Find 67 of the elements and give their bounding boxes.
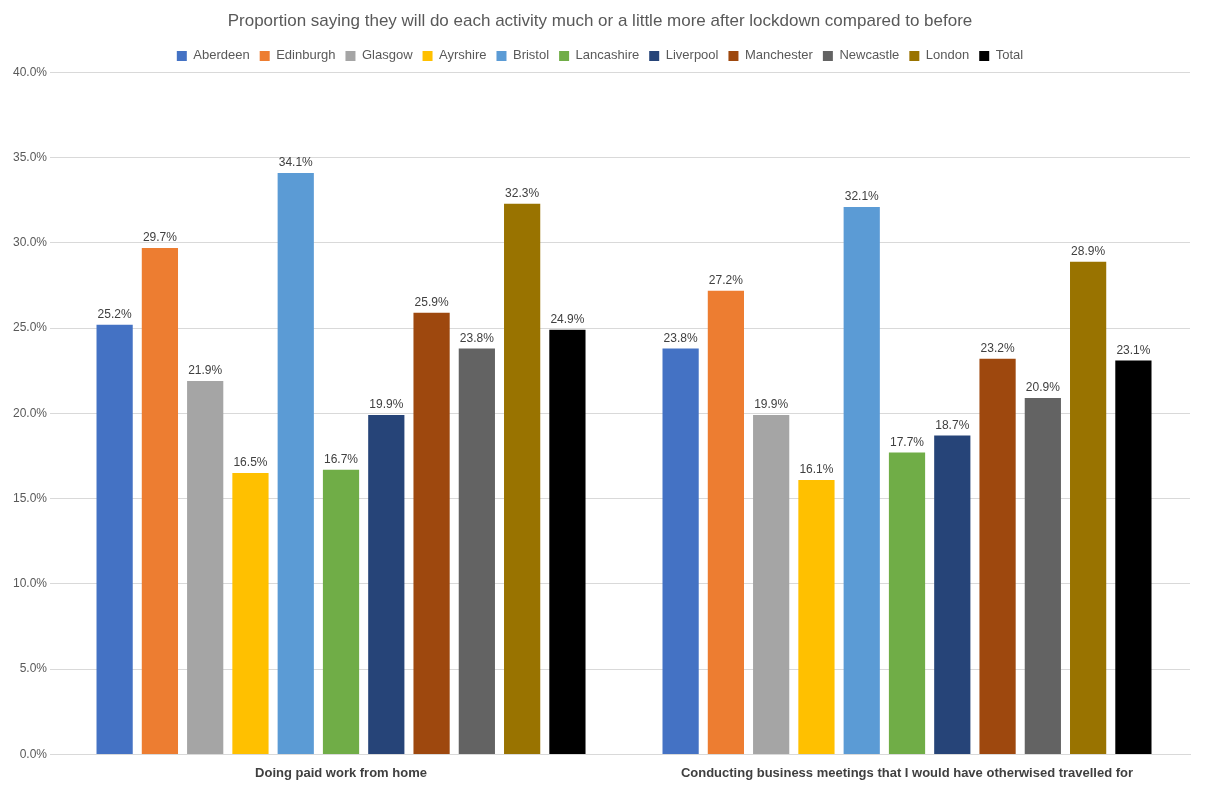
data-label: 21.9% bbox=[188, 363, 223, 378]
data-label: 34.1% bbox=[278, 155, 314, 170]
x-tick-label: Conducting business meetings that I would have otherwised travelled for bbox=[680, 764, 1134, 780]
bar bbox=[843, 207, 880, 754]
legend-label: Manchester bbox=[744, 47, 814, 63]
y-tick-label: 15.0% bbox=[12, 490, 48, 505]
data-label: 29.7% bbox=[142, 230, 178, 245]
bar bbox=[504, 203, 541, 754]
data-label: 16.7% bbox=[324, 451, 359, 466]
legend-label: Edinburgh bbox=[276, 47, 336, 63]
y-tick-label: 5.0% bbox=[19, 661, 48, 676]
y-tick-label: 35.0% bbox=[12, 149, 48, 164]
data-label: 23.2% bbox=[980, 341, 1015, 356]
bar bbox=[798, 479, 835, 754]
data-label: 28.9% bbox=[1071, 243, 1106, 258]
chart-title: Proportion saying they will do each activity much or a little more after lockdown compared to before bbox=[227, 10, 973, 30]
bar bbox=[413, 312, 450, 754]
bar bbox=[707, 290, 744, 754]
y-tick-label: 20.0% bbox=[12, 405, 48, 420]
data-label: 16.5% bbox=[233, 455, 268, 470]
data-label: 27.2% bbox=[708, 272, 744, 287]
bar bbox=[232, 473, 269, 754]
legend-label: Newcastle bbox=[839, 47, 900, 63]
bar bbox=[934, 435, 971, 754]
legend-label: Aberdeen bbox=[193, 47, 250, 63]
bar bbox=[277, 173, 314, 754]
data-label: 23.8% bbox=[663, 330, 698, 345]
legend-label: Lancashire bbox=[575, 47, 640, 63]
data-label: 19.9% bbox=[754, 397, 789, 412]
bar bbox=[368, 415, 405, 754]
x-tick-label: Doing paid work from home bbox=[255, 764, 427, 780]
y-tick-label: 40.0% bbox=[12, 64, 48, 79]
legend-label: Liverpool bbox=[665, 47, 719, 63]
y-tick-label: 0.0% bbox=[19, 746, 48, 761]
bar bbox=[549, 329, 586, 754]
data-label: 32.1% bbox=[844, 189, 880, 204]
bar bbox=[1024, 398, 1061, 754]
data-label: 18.7% bbox=[935, 417, 970, 432]
data-label: 20.9% bbox=[1025, 380, 1061, 395]
y-tick-label: 25.0% bbox=[12, 320, 48, 335]
bar bbox=[96, 324, 133, 754]
data-label: 16.1% bbox=[799, 462, 834, 477]
data-label: 23.8% bbox=[459, 330, 495, 345]
bar bbox=[1115, 360, 1152, 754]
legend-label: Ayrshire bbox=[439, 47, 487, 63]
data-label: 19.9% bbox=[369, 397, 404, 412]
y-tick-label: 10.0% bbox=[12, 576, 48, 591]
legend-label: London bbox=[925, 47, 970, 63]
data-label: 25.9% bbox=[414, 295, 449, 310]
bar bbox=[662, 348, 699, 754]
bar bbox=[187, 381, 224, 754]
bar bbox=[458, 348, 495, 754]
legend-label: Glasgow bbox=[361, 47, 414, 63]
data-label: 24.9% bbox=[550, 312, 585, 327]
data-label: 32.3% bbox=[505, 186, 540, 200]
y-tick-label: 30.0% bbox=[12, 235, 48, 250]
bar bbox=[322, 469, 360, 754]
legend-label: Total bbox=[995, 47, 1024, 63]
bar bbox=[979, 358, 1016, 754]
bar bbox=[1070, 261, 1107, 754]
data-label: 17.7% bbox=[889, 434, 925, 449]
bar bbox=[888, 452, 926, 754]
bar bbox=[753, 415, 790, 754]
bar bbox=[141, 248, 179, 754]
data-label: 25.2% bbox=[97, 307, 132, 322]
data-label: 23.1% bbox=[1116, 342, 1151, 357]
legend-label: Bristol bbox=[512, 47, 550, 63]
